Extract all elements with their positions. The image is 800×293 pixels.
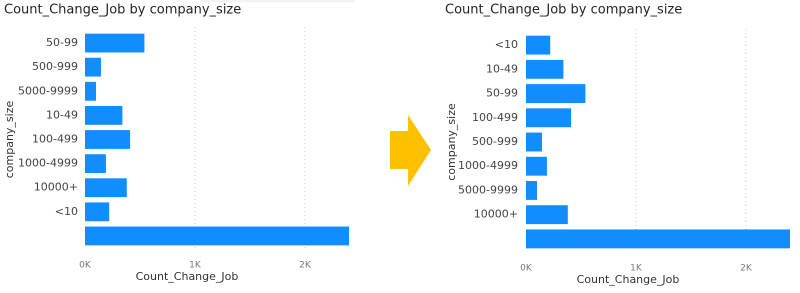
y-tick-label: 100-499 [472, 111, 518, 124]
x-tick-label: 1K [630, 264, 643, 274]
arrow [390, 115, 431, 186]
y-axis-title: company_size [3, 101, 16, 179]
bar [85, 178, 127, 198]
chart-title: Count_Change_Job by company_size [445, 3, 682, 18]
y-tick-label: 10000+ [34, 181, 78, 194]
y-tick-label: <10 [495, 38, 518, 51]
y-tick-label: 100-499 [32, 133, 78, 146]
y-tick-label: <10 [55, 205, 78, 218]
x-tick-label: 0K [79, 261, 92, 271]
bar [85, 33, 145, 53]
bar [526, 59, 564, 79]
y-tick-label: 10-49 [486, 62, 518, 75]
bar [526, 229, 790, 249]
bar [526, 132, 542, 152]
bar [526, 108, 572, 128]
y-tick-label: 500-999 [32, 60, 78, 73]
x-axis-title: Count_Change_Job [577, 273, 680, 286]
bar [526, 205, 568, 225]
y-axis-title: company_size [445, 103, 458, 181]
bar [85, 202, 110, 222]
bar [85, 154, 106, 174]
bar [85, 57, 101, 77]
chart-title: Count_Change_Job by company_size [4, 3, 241, 18]
x-tick-label: 2K [299, 261, 312, 271]
y-tick-label: 1000-4999 [458, 159, 518, 172]
bar [526, 84, 586, 104]
y-tick-label: 50-99 [486, 87, 518, 100]
y-tick-label: 5000-9999 [18, 84, 78, 97]
y-tick-label: 10-49 [46, 108, 78, 121]
y-tick-label: 50-99 [46, 36, 78, 49]
bar [85, 130, 131, 149]
bar [526, 156, 547, 176]
x-axis-title: Count_Change_Job [136, 270, 239, 283]
y-tick-label: 500-999 [472, 135, 518, 148]
y-tick-label: 1000-4999 [18, 157, 78, 170]
x-tick-label: 2K [740, 264, 753, 274]
x-tick-label: 0K [520, 264, 533, 274]
x-tick-label: 1K [189, 261, 202, 271]
bar [526, 35, 551, 55]
bar [526, 180, 537, 200]
bar [85, 226, 349, 246]
bar [85, 81, 96, 101]
y-tick-label: 5000-9999 [458, 183, 518, 196]
bar [85, 105, 123, 125]
y-tick-label: 10000+ [474, 208, 518, 221]
